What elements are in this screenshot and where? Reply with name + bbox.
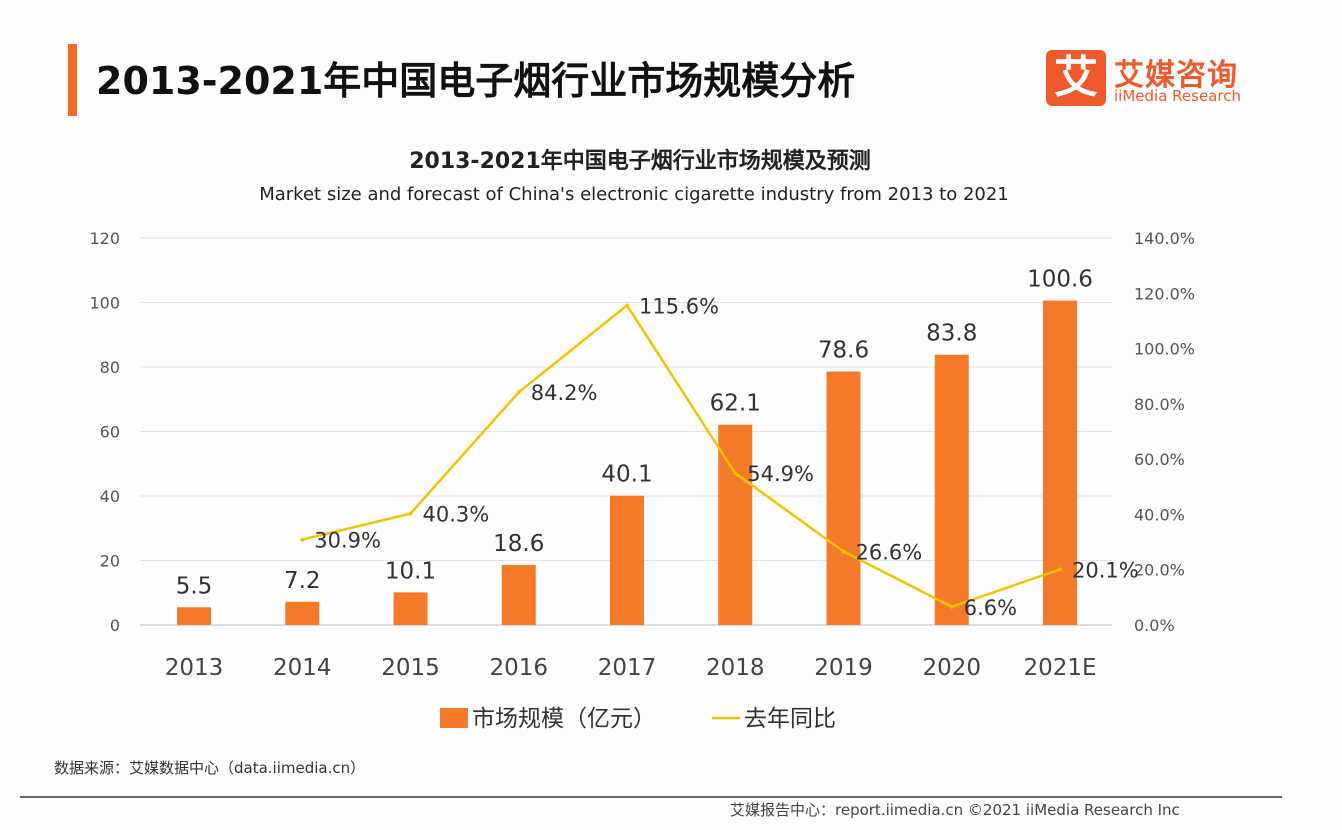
line-label: 6.6% (964, 596, 1017, 620)
bar-label: 40.1 (601, 462, 652, 488)
y-tick-right: 20.0% (1134, 561, 1185, 580)
y-tick-left: 120 (89, 229, 120, 248)
line-point-2021E (1058, 567, 1062, 572)
line-point-2019 (841, 549, 846, 554)
line-point-2015 (408, 511, 413, 516)
page-title: 2013-2021年中国电子烟行业市场规模分析 (96, 59, 856, 103)
line-label: 20.1% (1072, 558, 1139, 582)
x-tick: 2015 (381, 655, 440, 681)
bar-2020 (934, 354, 969, 625)
x-tick: 2018 (706, 655, 765, 681)
bar-label: 10.1 (385, 558, 436, 584)
legend-bar-swatch (440, 708, 468, 728)
line-label: 40.3% (423, 503, 490, 527)
legend-line-label: 去年同比 (744, 706, 836, 732)
logo-text-cn: 艾媒咨询 (1114, 58, 1238, 93)
line-label: 84.2% (531, 381, 598, 405)
y-tick-right: 140.0% (1134, 229, 1195, 248)
line-point-2014 (300, 537, 305, 542)
bar-2018 (718, 424, 753, 625)
title-accent-bar (68, 44, 77, 116)
y-tick-left: 20 (100, 552, 120, 571)
y-tick-left: 0 (110, 616, 120, 635)
x-tick: 2020 (922, 655, 981, 681)
logo-text-en: iiMedia Research (1114, 87, 1241, 105)
growth-line (301, 303, 1061, 609)
bar-label: 62.1 (710, 391, 761, 417)
line-point-2016 (516, 390, 521, 395)
line-label: 115.6% (639, 294, 719, 318)
y-tick-left: 40 (100, 487, 120, 506)
line-label: 54.9% (747, 462, 814, 486)
y-tick-right: 60.0% (1134, 450, 1185, 469)
footer-credit: 艾媒报告中心：report.iimedia.cn ©2021 iiMedia R… (730, 801, 1180, 819)
y-tick-right: 80.0% (1134, 395, 1185, 414)
x-tick: 2013 (165, 655, 224, 681)
line-point-2018 (733, 471, 738, 476)
y-tick-right: 120.0% (1134, 284, 1195, 303)
y-tick-left: 60 (100, 423, 120, 442)
x-tick: 2014 (273, 655, 332, 681)
y-tick-left: 100 (89, 294, 120, 313)
y-tick-right: 40.0% (1134, 505, 1185, 524)
data-source: 数据来源：艾媒数据中心（data.iimedia.cn） (54, 759, 366, 777)
bar-label: 83.8 (926, 321, 977, 347)
footer-divider (20, 796, 1282, 798)
bar-2015 (393, 592, 428, 625)
bar-label: 5.5 (176, 573, 213, 599)
chart-title: 2013-2021年中国电子烟行业市场规模及预测 (409, 149, 871, 174)
bar-label: 18.6 (493, 531, 544, 557)
line-label: 30.9% (314, 529, 381, 553)
bar-label: 7.2 (284, 568, 321, 594)
legend-bar-label: 市场规模（亿元） (472, 706, 656, 732)
line-point-2020 (949, 604, 954, 609)
x-tick: 2019 (814, 655, 873, 681)
x-tick: 2016 (489, 655, 548, 681)
bar-2013 (177, 607, 211, 625)
bar-label: 78.6 (818, 338, 869, 364)
bar-2016 (501, 565, 536, 625)
bar-2014 (285, 601, 320, 625)
x-tick: 2021E (1023, 655, 1096, 681)
bar-2019 (826, 371, 861, 625)
chart-subtitle: Market size and forecast of China's elec… (259, 184, 1009, 205)
line-point-2017 (625, 303, 629, 308)
bar-2017 (610, 495, 644, 625)
y-tick-right: 0.0% (1134, 616, 1175, 635)
x-tick: 2017 (598, 655, 657, 681)
logo-mark: 艾 (1046, 50, 1106, 106)
line-label: 26.6% (856, 540, 923, 564)
y-tick-left: 80 (100, 358, 120, 377)
bar-label: 100.6 (1027, 267, 1093, 293)
y-tick-right: 100.0% (1134, 340, 1195, 359)
